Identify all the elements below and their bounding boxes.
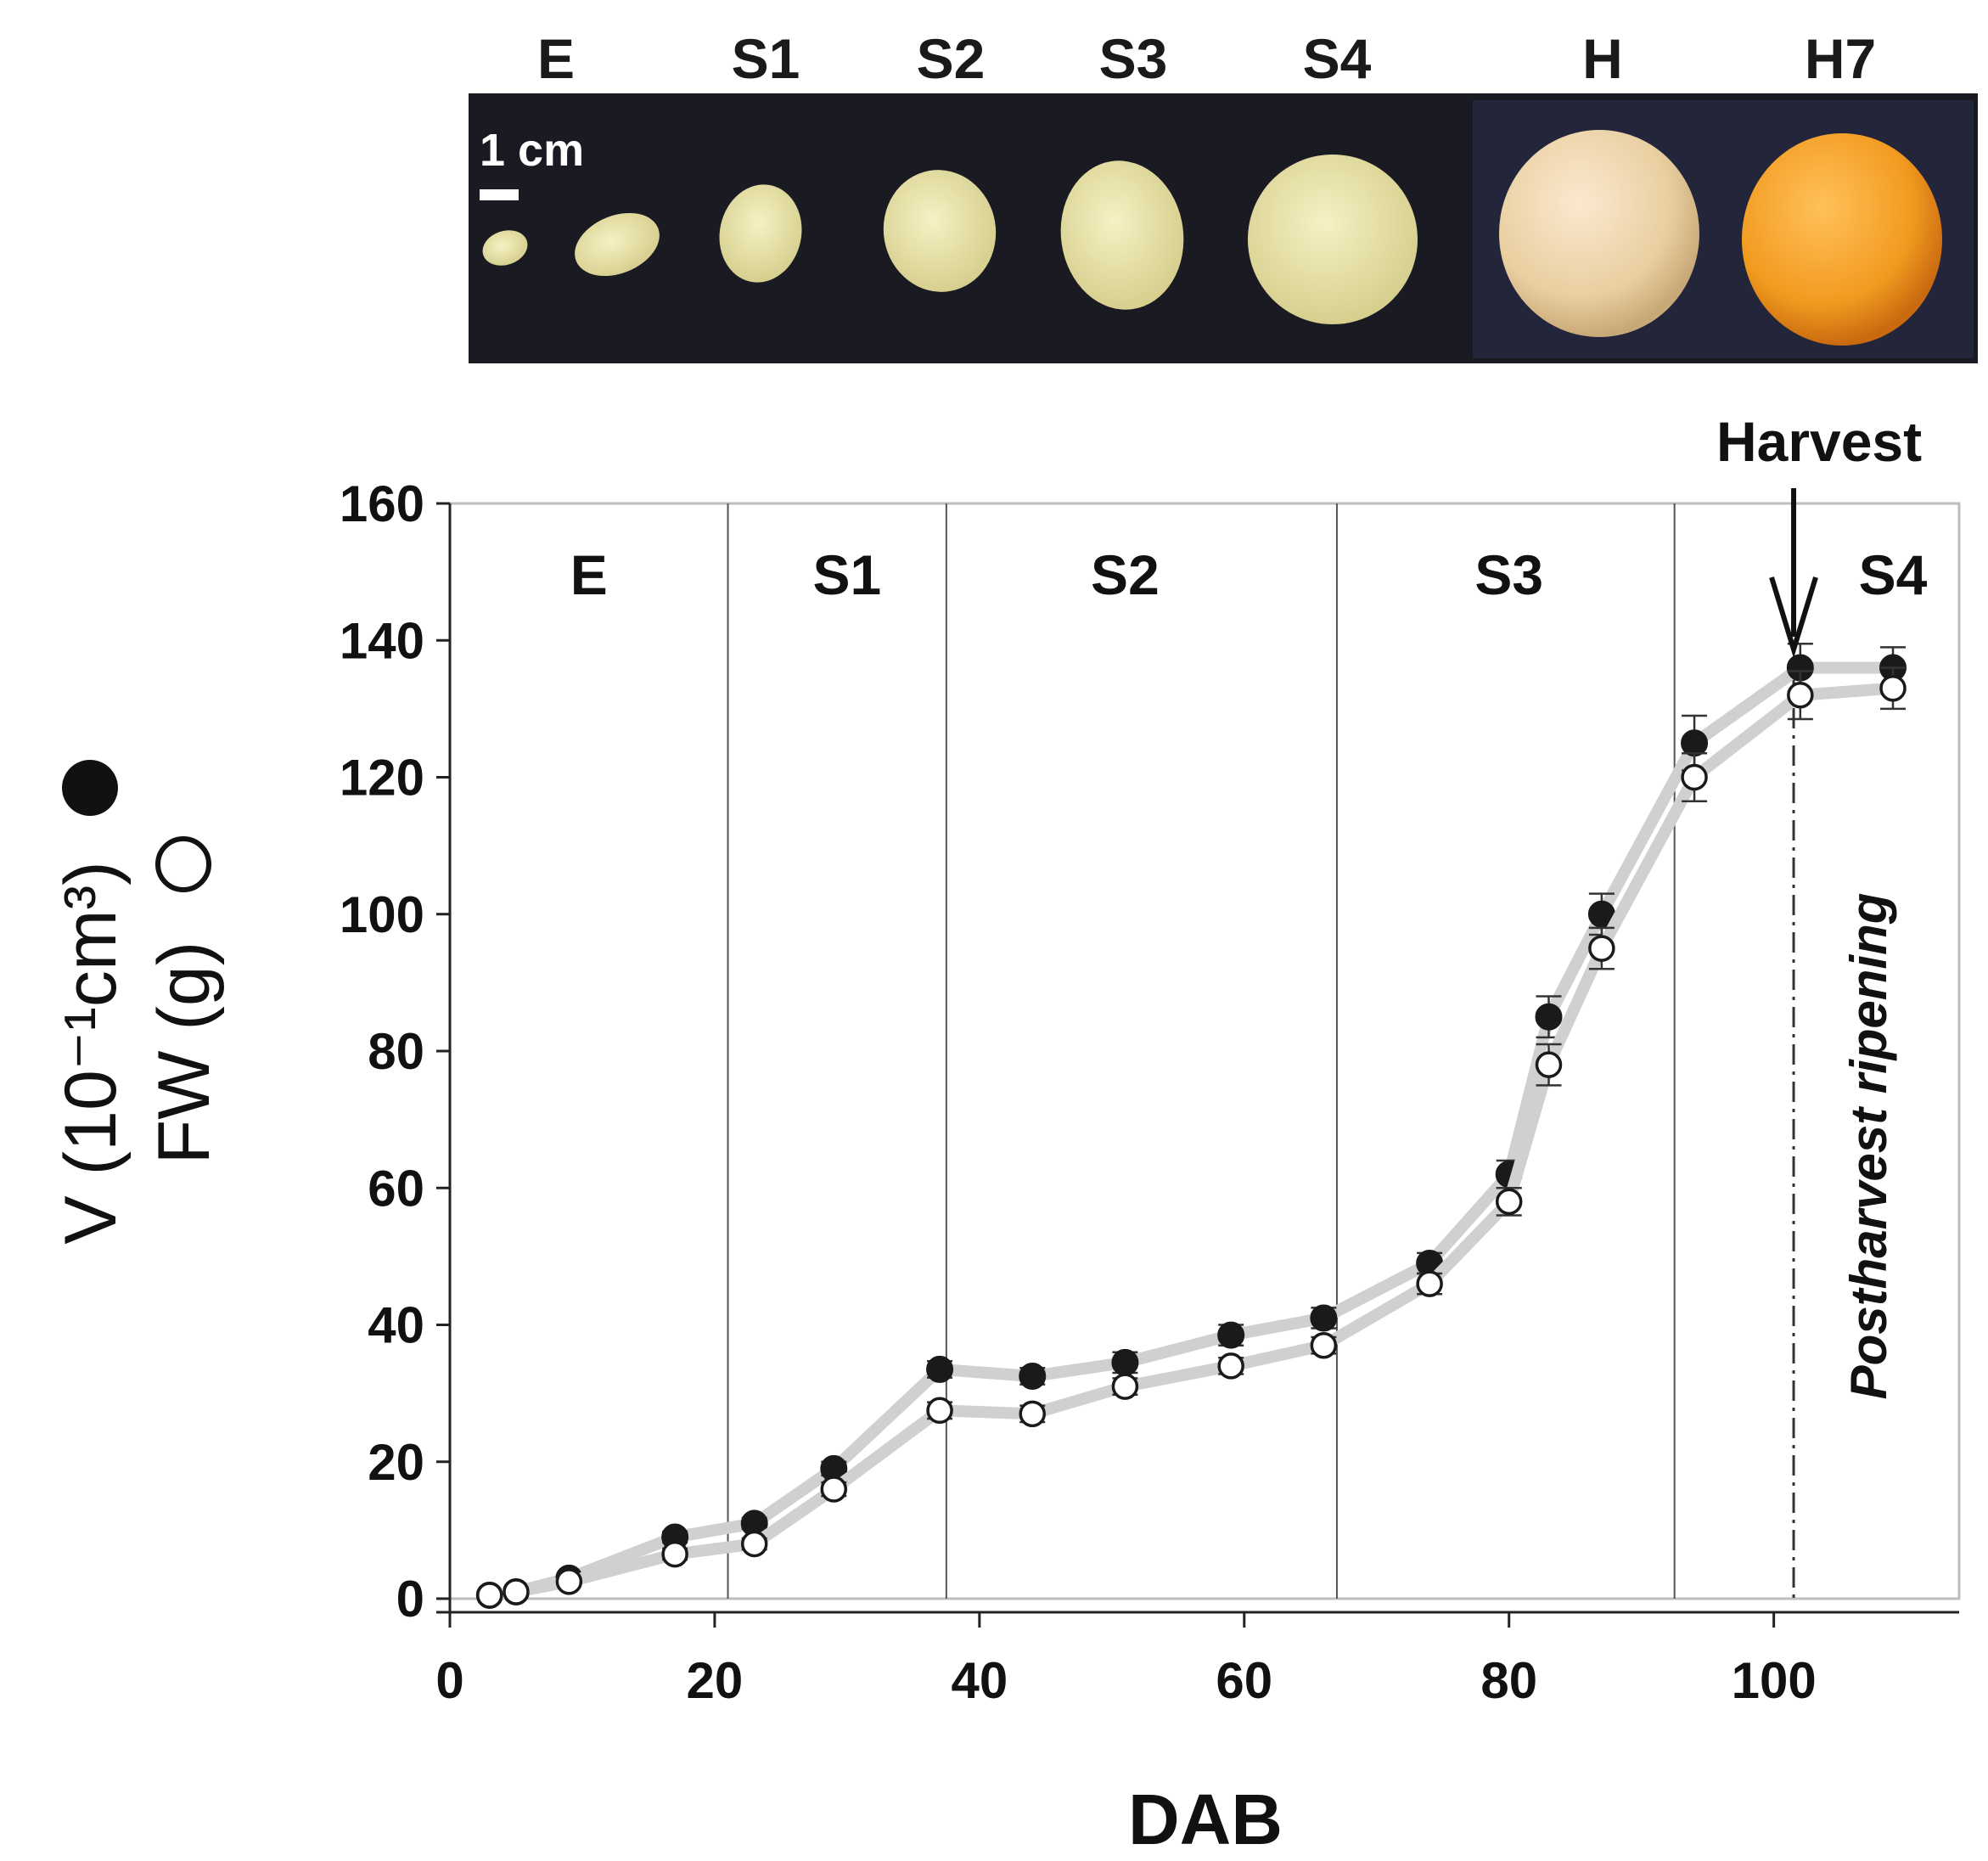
- data-point-filled: [1217, 1321, 1245, 1349]
- data-point-open: [1681, 763, 1708, 791]
- x-tick-label: 80: [1480, 1652, 1537, 1709]
- stage-label-s1: S1: [813, 543, 882, 606]
- data-point-open: [740, 1530, 768, 1558]
- x-tick-labels: 0 20 40 60 80 100: [435, 1612, 1817, 1709]
- y-axis-label: V (10⁻¹cm³): [50, 760, 132, 1245]
- y-tick-label: 80: [368, 1023, 424, 1080]
- data-point-filled: [1535, 1003, 1563, 1031]
- photo-labels: E S1 S2 S3 S4 H H7: [537, 27, 1876, 90]
- fruit-h: [1499, 130, 1699, 337]
- data-point-filled: [1681, 729, 1709, 757]
- data-point-open: [1787, 682, 1814, 709]
- data-point-open: [1310, 1331, 1338, 1359]
- axes: [436, 503, 1959, 1614]
- scale-bar: [480, 189, 519, 200]
- data-point-open: [661, 1540, 688, 1568]
- y-axis-label-volume: V (10⁻¹cm³): [50, 861, 132, 1245]
- scale-bar-label: 1 cm: [480, 125, 584, 176]
- x-tick-label: 40: [951, 1652, 1008, 1709]
- series-fresh_weight: [476, 666, 1907, 1609]
- y-tick-label: 100: [340, 886, 424, 943]
- data-point-open: [1535, 1051, 1563, 1078]
- data-point-filled: [1310, 1304, 1338, 1332]
- data-point-open: [1217, 1352, 1244, 1380]
- harvest-arrow-head: [1769, 576, 1818, 659]
- photo-strip: E S1 S2 S3 S4 H H7 1 cm: [469, 27, 1978, 363]
- fruit-e-small: [482, 230, 528, 266]
- data-point-open: [555, 1568, 583, 1595]
- plot-frame: [448, 502, 1961, 1600]
- stage-label-s2: S2: [1091, 543, 1160, 606]
- photo-label-s3: S3: [1099, 27, 1168, 90]
- stage-label-s3: S3: [1474, 543, 1543, 606]
- y-tick-label: 120: [340, 750, 424, 807]
- y-axis-filled-marker-icon: [62, 760, 118, 816]
- y-tick-label: 60: [368, 1160, 424, 1217]
- y-axis-open-marker-icon: [155, 836, 211, 892]
- data-point-open: [1019, 1400, 1046, 1428]
- photo-label-s1: S1: [732, 27, 800, 90]
- y-tick-label: 40: [368, 1297, 424, 1354]
- y-axis-label-fresh-weight: FW (g): [143, 942, 225, 1165]
- data-point-open: [503, 1578, 530, 1605]
- fruit-e: [575, 212, 660, 277]
- data-point-open: [926, 1397, 953, 1425]
- series-line-volume: [483, 661, 1900, 1601]
- x-axis-label: DAB: [1128, 1779, 1283, 1859]
- data-point-open: [476, 1582, 503, 1609]
- data-point-open: [1495, 1188, 1523, 1216]
- harvest-label: Harvest: [1716, 410, 1922, 473]
- photo-label-h7: H7: [1805, 27, 1876, 90]
- data-point-open: [1416, 1270, 1443, 1297]
- data-point-open: [1111, 1373, 1139, 1400]
- photo-label-h: H: [1582, 27, 1623, 90]
- x-tick-label: 20: [687, 1652, 744, 1709]
- data-series: [475, 643, 1907, 1609]
- y-tick-label: 20: [368, 1434, 424, 1491]
- fruit-h7: [1742, 133, 1942, 346]
- data-point-open: [820, 1476, 848, 1503]
- photo-label-s2: S2: [917, 27, 986, 90]
- photo-label-e: E: [537, 27, 575, 90]
- harvest-arrow-icon: [1769, 488, 1818, 659]
- photo-label-s4: S4: [1303, 27, 1372, 90]
- x-tick-label: 100: [1732, 1652, 1817, 1709]
- fruit-images: [482, 130, 1942, 346]
- y-tick-labels: 0 20 40 60 80 100 120 140 160: [340, 475, 450, 1628]
- y-tick-label: 140: [340, 612, 424, 669]
- series-line-fresh_weight: [483, 682, 1900, 1601]
- postharvest-ripening-label: Postharvest ripening: [1840, 893, 1897, 1400]
- x-tick-label: 0: [435, 1652, 463, 1709]
- stage-label-e: E: [570, 543, 608, 606]
- y-tick-label: 160: [340, 475, 424, 532]
- data-point-filled: [926, 1355, 954, 1383]
- stage-label-s4: S4: [1859, 543, 1928, 606]
- data-point-filled: [1111, 1348, 1139, 1376]
- fruit-s1: [719, 184, 802, 283]
- y-tick-label: 0: [396, 1571, 424, 1628]
- fruit-s3: [1060, 160, 1184, 310]
- data-point-open: [1588, 935, 1615, 962]
- x-tick-label: 60: [1216, 1652, 1272, 1709]
- y-axis-label-2: FW (g): [143, 836, 225, 1165]
- fruit-s4: [1248, 155, 1418, 324]
- stage-labels: E S1 S2 S3 S4: [570, 543, 1928, 606]
- growth-chart: E S1 S2 S3 S4 0 20 40 60 80 100 120 140 160 0 20 40 60 8…: [50, 410, 1961, 1859]
- data-point-filled: [1019, 1362, 1047, 1390]
- data-point-open: [1879, 674, 1907, 702]
- fruit-s2: [883, 170, 997, 292]
